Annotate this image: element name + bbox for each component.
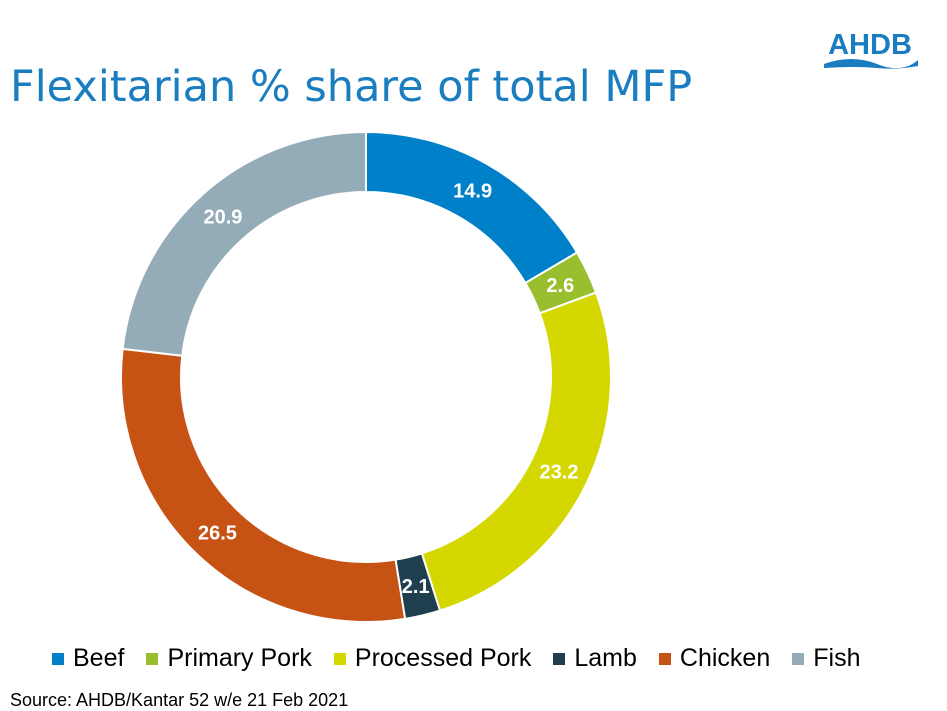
legend-swatch (146, 652, 159, 665)
legend-item: Chicken (658, 644, 771, 673)
legend-label: Processed Pork (354, 644, 532, 672)
slice-fish (121, 130, 367, 357)
data-label: 20.9 (203, 206, 242, 228)
data-label: 2.1 (402, 576, 430, 598)
chart-title: Flexitarian % share of total MFP (10, 62, 693, 112)
legend: Beef Primary Pork Processed Pork Lamb Chicke… (52, 644, 882, 673)
legend-swatch (553, 652, 566, 665)
legend-label: Lamb (574, 644, 637, 672)
data-label: 26.5 (198, 522, 237, 544)
slice-beef (365, 130, 579, 285)
legend-swatch (52, 652, 64, 665)
legend-swatch (658, 652, 671, 665)
legend-label: Fish (813, 644, 861, 672)
legend-item: Primary Pork (146, 644, 312, 673)
slice-chicken (120, 347, 407, 623)
data-label: 14.9 (453, 180, 492, 202)
legend-item: Lamb (553, 644, 637, 673)
source-note: Source: AHDB/Kantar 52 w/e 21 Feb 2021 (10, 690, 349, 710)
slice-processed-pork (420, 291, 612, 612)
legend-item: Beef (52, 644, 124, 673)
logo-text: AHDB (828, 29, 912, 61)
legend-item: Processed Pork (333, 644, 532, 673)
donut-chart: 14.9 2.6 23.2 2.1 26.5 20.9 (120, 130, 612, 623)
legend-label: Chicken (679, 644, 771, 672)
legend-label: Primary Pork (167, 644, 312, 672)
legend-item: Fish (792, 644, 860, 673)
ahdb-logo: AHDB (824, 29, 918, 69)
legend-swatch (792, 652, 805, 665)
legend-swatch (333, 652, 346, 665)
data-label: 23.2 (540, 462, 579, 484)
data-label: 2.6 (546, 275, 574, 297)
legend-label: Beef (73, 644, 125, 672)
